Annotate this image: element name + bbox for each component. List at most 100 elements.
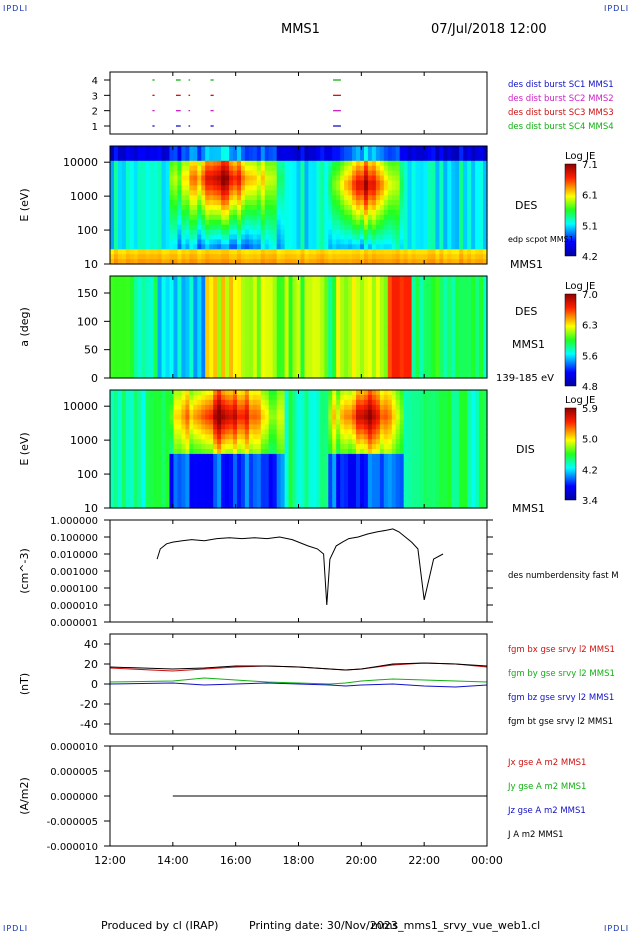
heatmap-cell	[225, 503, 230, 509]
heatmap-cell	[479, 219, 484, 226]
heatmap-cell	[248, 369, 254, 379]
heatmap-cell	[121, 414, 127, 421]
heatmap-cell	[332, 327, 337, 337]
heatmap-cell	[332, 483, 337, 489]
heatmap-cell	[125, 301, 131, 311]
heatmap-cell	[284, 488, 290, 494]
heatmap-cell	[447, 301, 452, 311]
heatmap-cell	[467, 244, 472, 250]
heatmap-cell	[252, 344, 258, 354]
heatmap-cell	[395, 219, 401, 226]
heatmap-cell	[157, 458, 163, 465]
heatmap-cell	[173, 409, 179, 416]
heatmap-cell	[181, 259, 186, 265]
heatmap-cell	[288, 155, 294, 162]
heatmap-cell	[121, 503, 127, 509]
heatmap-cell	[332, 434, 337, 440]
heatmap-cell	[161, 180, 167, 186]
heatmap-cell	[272, 160, 278, 167]
heatmap-cell	[367, 284, 373, 294]
heatmap-cell	[324, 335, 329, 345]
heatmap-cell	[367, 293, 373, 303]
heatmap-cell	[260, 429, 266, 435]
heatmap-cell	[292, 369, 298, 379]
heatmap-cell	[431, 155, 436, 162]
heatmap-cell	[117, 165, 123, 172]
heatmap-cell	[475, 344, 480, 354]
heatmap-cell	[312, 444, 317, 450]
heatmap-cell	[336, 488, 341, 494]
heatmap-cell	[411, 165, 417, 172]
heatmap-cell	[114, 434, 119, 440]
heatmap-cell	[189, 327, 194, 337]
heatmap-cell	[241, 419, 246, 425]
heatmap-cell	[117, 344, 123, 354]
heatmap-cell	[324, 185, 329, 191]
heatmap-cell	[268, 310, 274, 320]
heatmap-cell	[169, 190, 175, 196]
heatmap-cell	[415, 352, 421, 362]
heatmap-cell	[173, 478, 179, 484]
heatmap-cell	[129, 390, 135, 396]
heatmap-cell	[379, 195, 385, 201]
heatmap-cell	[225, 224, 230, 231]
heatmap-cell	[244, 493, 250, 499]
heatmap-cell	[193, 409, 198, 416]
heatmap-cell	[332, 276, 337, 286]
heatmap-cell	[463, 234, 468, 240]
heatmap-cell	[129, 444, 135, 450]
heatmap-cell	[316, 318, 321, 328]
heatmap-cell	[173, 293, 179, 303]
heatmap-cell	[439, 200, 444, 206]
heatmap-cell	[387, 259, 393, 265]
heatmap-cell	[252, 146, 258, 152]
heatmap-cell	[241, 424, 246, 430]
heatmap-cell	[189, 180, 194, 186]
heatmap-cell	[153, 458, 159, 465]
heatmap-cell	[129, 463, 135, 470]
heatmap-cell	[268, 165, 274, 172]
heatmap-cell	[364, 369, 369, 379]
heatmap-cell	[125, 170, 131, 177]
heatmap-cell	[241, 224, 246, 231]
heatmap-cell	[471, 284, 476, 294]
heatmap-cell	[344, 409, 349, 416]
heatmap-cell	[213, 259, 218, 265]
heatmap-cell	[173, 404, 179, 411]
heatmap-cell	[264, 175, 270, 181]
heatmap-cell	[141, 394, 147, 401]
heatmap-cell	[213, 224, 218, 231]
heatmap-cell	[340, 361, 345, 371]
heatmap-cell	[328, 180, 333, 186]
heatmap-cell	[193, 150, 198, 157]
heatmap-cell	[201, 293, 206, 303]
heatmap-cell	[340, 254, 345, 260]
heatmap-cell	[352, 468, 357, 475]
heatmap-cell	[316, 434, 321, 440]
heatmap-cell	[129, 224, 135, 231]
heatmap-cell	[348, 239, 353, 245]
heatmap-cell	[284, 293, 290, 303]
heatmap-cell	[181, 473, 186, 480]
heatmap-cell	[197, 361, 202, 371]
heatmap-cell	[451, 219, 456, 226]
heatmap-cell	[467, 234, 472, 240]
heatmap-cell	[169, 310, 175, 320]
heatmap-cell	[193, 369, 198, 379]
heatmap-cell	[475, 254, 480, 260]
heatmap-cell	[268, 160, 274, 167]
heatmap-cell	[320, 361, 325, 371]
heatmap-cell	[312, 361, 317, 371]
heatmap-cell	[133, 493, 139, 499]
heatmap-cell	[217, 439, 222, 445]
heatmap-cell	[324, 310, 329, 320]
heatmap-cell	[110, 483, 115, 489]
heatmap-cell	[300, 249, 306, 255]
heatmap-cell	[185, 369, 190, 379]
heatmap-cell	[364, 310, 369, 320]
heatmap-cell	[137, 185, 143, 191]
heatmap-cell	[419, 200, 425, 206]
heatmap-cell	[419, 244, 425, 250]
heatmap-cell	[352, 478, 357, 484]
heatmap-cell	[268, 344, 274, 354]
